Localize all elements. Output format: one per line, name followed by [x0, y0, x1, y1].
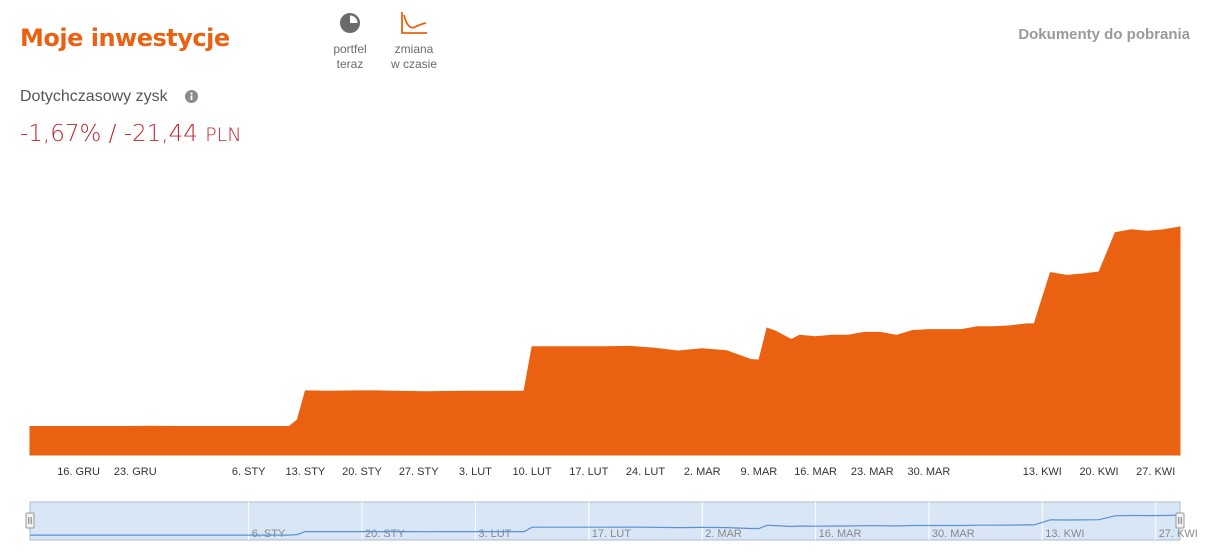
navigator-tick-label: 13. KWI [1045, 528, 1084, 540]
navigator-tick-label: 30. MAR [932, 528, 975, 540]
x-tick-label: 24. LUT [626, 466, 665, 478]
x-tick-label: 3. LUT [459, 466, 492, 478]
portfolio-now-toggle[interactable]: portfel teraz [320, 10, 380, 72]
navigator-tick-label: 2. MAR [705, 528, 742, 540]
line-chart-icon [401, 12, 427, 34]
x-tick-label: 30. MAR [908, 466, 951, 478]
x-tick-label: 16. GRU [57, 466, 100, 478]
change-over-time-label: zmiana w czasie [390, 42, 437, 71]
area-series [29, 226, 1181, 456]
navigator-tick-label: 16. MAR [819, 528, 862, 540]
x-tick-label: 6. STY [232, 466, 266, 478]
x-tick-label: 2. MAR [684, 466, 721, 478]
navigator-tick-label: 20. STY [365, 528, 405, 540]
navigator-left-handle[interactable] [25, 512, 35, 529]
x-tick-label: 23. MAR [851, 466, 894, 478]
portfolio-now-label: portfel teraz [333, 42, 367, 71]
navigator-window [29, 501, 1181, 541]
page-title: Moje inwestycje [20, 24, 230, 52]
x-tick-label: 20. KWI [1079, 466, 1118, 478]
x-tick-label: 13. STY [286, 466, 326, 478]
profit-amount: -1,67% / -21,44 [20, 121, 198, 147]
x-tick-label: 13. KWI [1023, 466, 1062, 478]
x-tick-label: 10. LUT [513, 466, 552, 478]
x-tick-label: 27. STY [399, 466, 439, 478]
navigator-tick-label: 27. KWI [1159, 528, 1198, 540]
navigator-tick-label: 17. LUT [592, 528, 631, 540]
x-tick-label: 27. KWI [1136, 466, 1175, 478]
x-tick-label: 9. MAR [741, 466, 778, 478]
x-tick-label: 20. STY [342, 466, 382, 478]
change-over-time-toggle[interactable]: zmiana w czasie [384, 10, 444, 72]
x-tick-label: 17. LUT [569, 466, 608, 478]
downloads-link[interactable]: Dokumenty do pobrania [1018, 26, 1190, 43]
info-icon[interactable] [185, 90, 198, 103]
profit-currency: PLN [205, 124, 242, 146]
profit-value: -1,67% / -21,44 PLN [20, 121, 241, 147]
navigator-tick-label: 3. LUT [478, 528, 511, 540]
x-tick-label: 23. GRU [114, 466, 157, 478]
navigator-series-line [30, 514, 1181, 536]
profit-label: Dotychczasowy zysk [20, 88, 168, 105]
navigator-tick-label: 6. STY [252, 528, 286, 540]
pie-chart-icon [340, 13, 360, 33]
navigator-right-handle[interactable] [1175, 512, 1185, 529]
x-tick-label: 16. MAR [794, 466, 837, 478]
